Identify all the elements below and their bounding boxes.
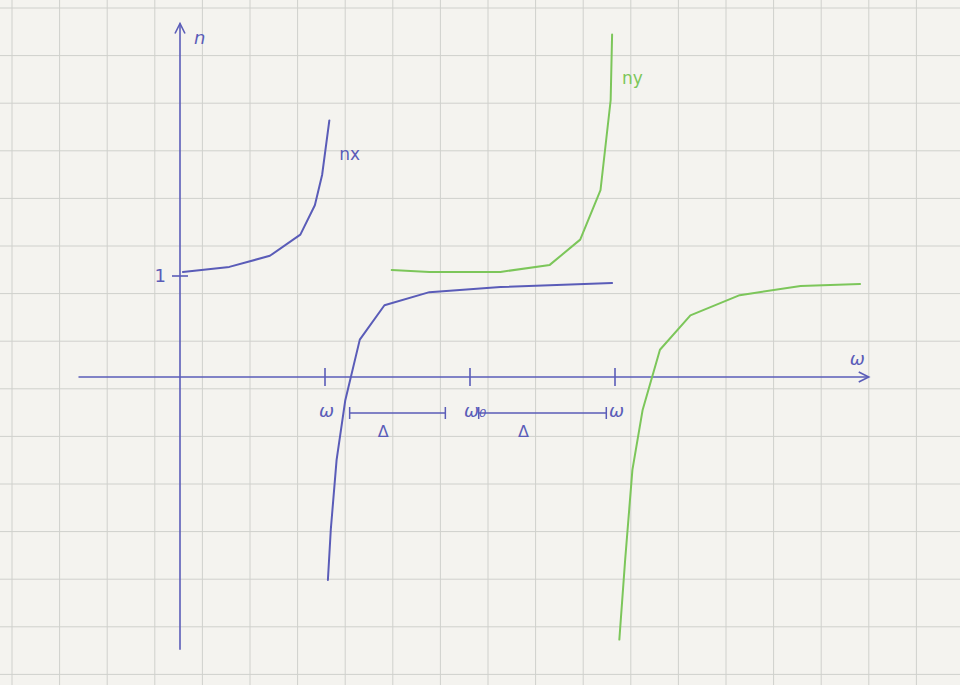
- series-label: nx: [339, 144, 360, 164]
- x-axis-arrow: [859, 372, 869, 382]
- series-label: ny: [622, 68, 643, 88]
- x-tick: [324, 368, 326, 386]
- series-line: [392, 35, 860, 640]
- paper: [0, 0, 960, 685]
- x-tick-label: ω: [319, 400, 334, 421]
- delta-bracket: [479, 407, 607, 419]
- paper-line: [0, 531, 960, 532]
- paper-line: [0, 674, 960, 675]
- paper-line: [0, 150, 960, 151]
- paper-line: [0, 484, 960, 485]
- paper-grid: [0, 0, 960, 685]
- y-axis-title: n: [194, 27, 205, 48]
- y-axis-arrow: [175, 24, 185, 34]
- paper-line: [0, 55, 960, 56]
- chart: ω n ω ω₀ ω 1 nx ny Δ Δ: [0, 0, 960, 685]
- series-line: [183, 120, 612, 580]
- paper-line: [0, 388, 960, 389]
- delta-bracket: [350, 407, 446, 419]
- paper-line: [0, 8, 960, 9]
- paper-line: [0, 436, 960, 437]
- paper-line: [0, 293, 960, 294]
- x-tick: [614, 368, 616, 386]
- x-axis-title: ω: [850, 348, 865, 369]
- annotation: Δ: [518, 422, 529, 441]
- plot-area: [183, 35, 860, 640]
- x-axis: [79, 376, 869, 378]
- x-tick-label: ω₀: [464, 400, 486, 421]
- y-tick: [172, 275, 188, 277]
- paper-line: [0, 579, 960, 580]
- paper-line: [0, 626, 960, 627]
- paper-line: [0, 103, 960, 104]
- paper-line: [0, 341, 960, 342]
- paper-line: [0, 198, 960, 199]
- y-tick-label: 1: [155, 265, 166, 286]
- x-tick: [469, 368, 471, 386]
- y-axis: [179, 24, 181, 650]
- x-tick-label: ω: [609, 400, 624, 421]
- paper-line: [0, 246, 960, 247]
- annotation: Δ: [378, 422, 389, 441]
